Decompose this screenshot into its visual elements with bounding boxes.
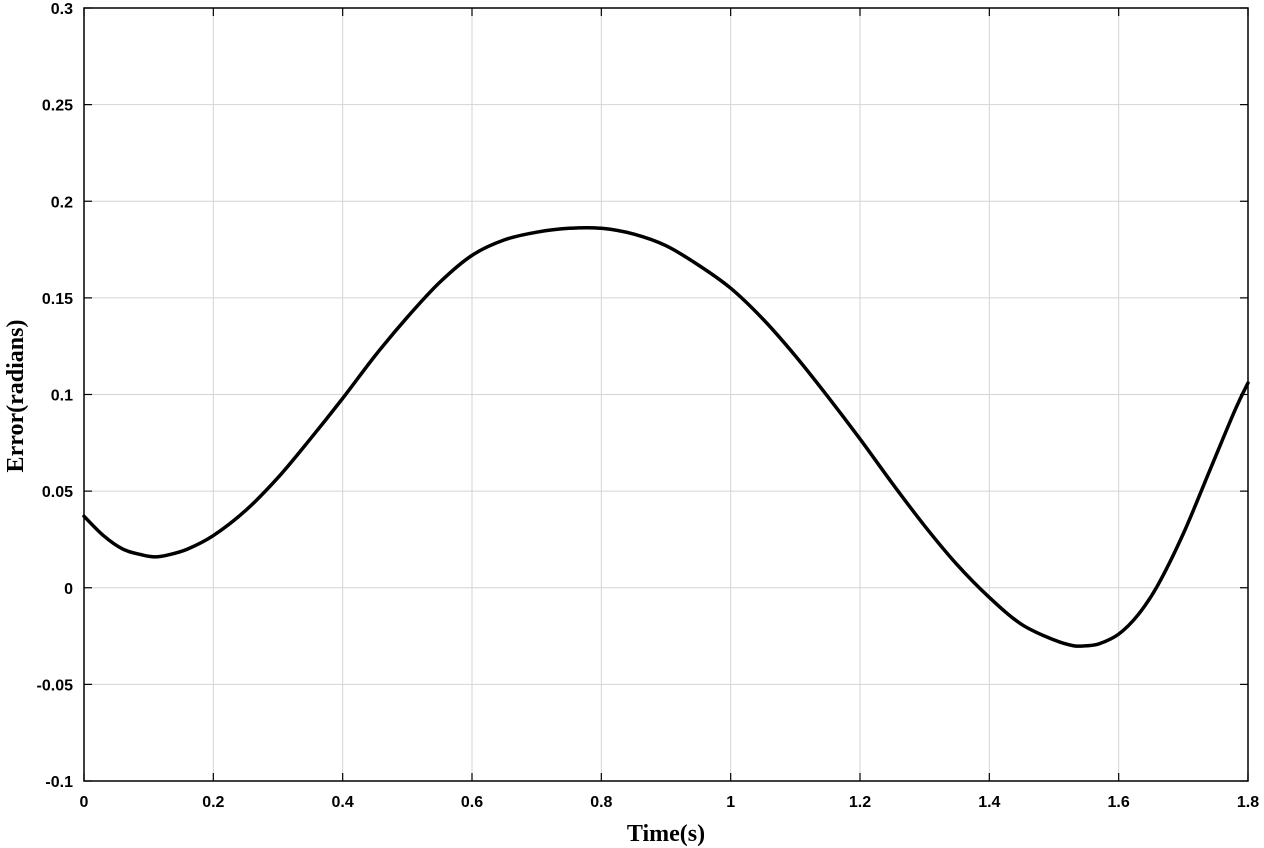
plot-frame [83,7,1249,782]
series-line-0 [82,225,1250,648]
x-tick-label: 0.2 [202,794,224,811]
y-tick-label: 0.2 [51,194,73,211]
x-tick-label: 1.2 [849,794,871,811]
y-tick-label: 0.05 [42,484,73,501]
y-tick-label: 0.3 [51,1,73,18]
x-tick-label: 0.4 [332,794,354,811]
x-tick-label: 1.6 [1108,794,1130,811]
grid-layer [83,7,1249,782]
y-tick-label: 0.25 [42,98,73,115]
x-tick-label: 0.6 [461,794,483,811]
x-tick-label: 0.8 [590,794,612,811]
y-tick-label: -0.1 [45,774,73,791]
x-tick-label: 1 [726,794,735,811]
x-axis-label: Time(s) [627,821,705,847]
y-tick-label: 0.1 [51,388,73,405]
x-tick-label: 0 [80,794,89,811]
x-tick-label: 1.8 [1237,794,1259,811]
y-tick-label: 0.15 [42,291,73,308]
series-layer [82,225,1250,648]
y-tick-label: -0.05 [37,677,74,694]
y-tick-label: 0 [64,581,73,598]
tick-labels-layer: 0 0.2 0.4 0.6 0.8 1 1.2 1.4 1.6 1.8 -0.1 -0.05 0 0.05… [37,1,1260,811]
x-tick-label: 1.4 [978,794,1000,811]
y-axis-label: Error(radians) [3,320,29,473]
